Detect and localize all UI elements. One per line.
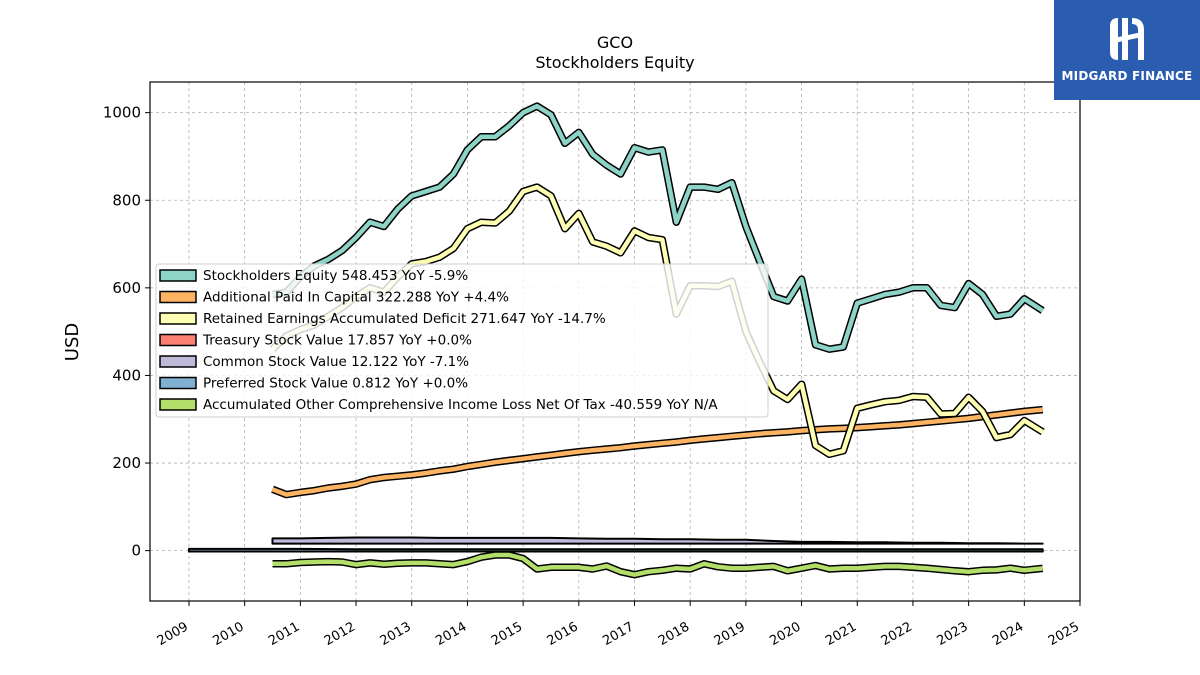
legend-swatch bbox=[159, 376, 197, 390]
y-tick-label: 800 bbox=[112, 191, 141, 209]
y-axis-label: USD bbox=[62, 323, 83, 361]
brand-name: MIDGARD FINANCE bbox=[1061, 69, 1193, 83]
x-tick-label: 2025 bbox=[1046, 619, 1082, 649]
legend-swatch bbox=[159, 355, 197, 368]
y-tick-label: 1000 bbox=[103, 104, 141, 122]
x-tick-label: 2020 bbox=[767, 619, 803, 649]
y-tick-label: 200 bbox=[112, 454, 141, 472]
x-tick-label: 2011 bbox=[266, 619, 302, 649]
x-tick-label: 2012 bbox=[322, 619, 358, 649]
x-tick-label: 2019 bbox=[712, 619, 748, 649]
x-tick-label: 2022 bbox=[879, 619, 915, 649]
series-area-common-stock-value bbox=[271, 536, 1044, 545]
legend-item: Common Stock Value 12.122 YoY -7.1% bbox=[159, 354, 469, 370]
legend-swatch bbox=[159, 333, 197, 347]
x-tick-label: 2013 bbox=[378, 619, 414, 649]
x-tick-label: 2009 bbox=[155, 619, 191, 649]
legend-item: Retained Earnings Accumulated Deficit 27… bbox=[159, 311, 606, 327]
brand-logo: MIDGARD FINANCE bbox=[1054, 0, 1200, 100]
legend: Stockholders Equity 548.453 YoY -5.9% Add… bbox=[155, 263, 769, 418]
legend-box bbox=[155, 263, 769, 418]
plot-frame bbox=[149, 81, 1081, 602]
x-tick-label: 2016 bbox=[545, 619, 581, 649]
legend-item: Accumulated Other Comprehensive Income L… bbox=[159, 397, 718, 413]
legend-label: Preferred Stock Value 0.812 YoY +0.0% bbox=[203, 376, 468, 392]
x-tick-label: 2015 bbox=[489, 619, 525, 649]
legend-item: Treasury Stock Value 17.857 YoY +0.0% bbox=[159, 333, 472, 349]
x-tick-label: 2014 bbox=[433, 619, 469, 649]
chart-subtitle: Stockholders Equity bbox=[535, 53, 694, 72]
legend-label: Accumulated Other Comprehensive Income L… bbox=[203, 397, 718, 413]
x-tick-label: 2018 bbox=[656, 619, 692, 649]
y-tick-label: 600 bbox=[112, 279, 141, 297]
legend-label: Retained Earnings Accumulated Deficit 27… bbox=[203, 311, 606, 327]
legend-item: Stockholders Equity 548.453 YoY -5.9% bbox=[159, 268, 468, 284]
brand-mark-icon bbox=[1110, 18, 1144, 60]
legend-swatch bbox=[159, 312, 197, 325]
series-area-preferred-stock-value bbox=[188, 547, 1044, 553]
legend-swatch bbox=[159, 398, 197, 411]
legend-item: Preferred Stock Value 0.812 YoY +0.0% bbox=[159, 376, 468, 392]
x-tick-label: 2017 bbox=[600, 619, 636, 649]
x-tick-label: 2024 bbox=[990, 619, 1026, 649]
legend-swatch bbox=[159, 269, 197, 282]
series-line-stockholders-equity bbox=[272, 103, 1044, 352]
series-layer bbox=[188, 102, 1045, 579]
legend-label: Additional Paid In Capital 322.288 YoY +… bbox=[203, 290, 509, 306]
legend-swatch bbox=[159, 290, 197, 304]
chart-title: GCO bbox=[597, 33, 633, 52]
legend-item: Additional Paid In Capital 322.288 YoY +… bbox=[159, 290, 509, 306]
x-tick-label: 2021 bbox=[823, 619, 859, 649]
legend-label: Treasury Stock Value 17.857 YoY +0.0% bbox=[202, 333, 472, 349]
legend-label: Common Stock Value 12.122 YoY -7.1% bbox=[203, 354, 469, 370]
x-tick-label: 2010 bbox=[211, 619, 247, 649]
y-tick-label: 400 bbox=[112, 366, 141, 384]
legend-label: Stockholders Equity 548.453 YoY -5.9% bbox=[203, 268, 468, 284]
y-tick-label: 0 bbox=[131, 542, 141, 560]
series-line-accumulated-other-comprehensive-income-loss-net-of-tax bbox=[272, 552, 1043, 577]
x-tick-label: 2023 bbox=[934, 619, 970, 649]
series-line-additional-paid-in-capital bbox=[271, 407, 1043, 497]
